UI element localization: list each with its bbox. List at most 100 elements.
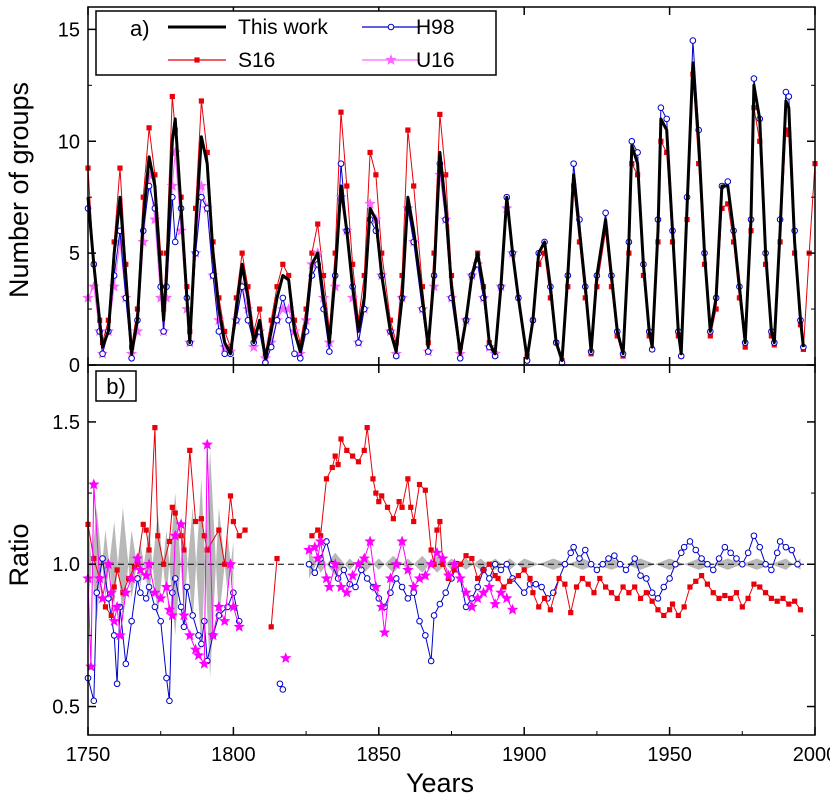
data-point: [198, 657, 210, 669]
data-point: [219, 341, 231, 352]
data-point: [710, 590, 716, 596]
data-point: [140, 521, 146, 527]
data-point: [492, 573, 498, 579]
data-point: [201, 438, 213, 450]
data-point: [782, 543, 790, 551]
data-point: [169, 93, 175, 100]
data-point: [451, 567, 458, 573]
panel-b-chart: 0.5 1.0 1.5 1750 1800 1850 1900 1950 2000 b): [52, 364, 830, 766]
data-point: [675, 612, 681, 619]
data-point: [762, 590, 769, 596]
data-point: [184, 629, 196, 641]
data-point: [680, 543, 688, 551]
data-point: [437, 518, 443, 525]
ratio-series-u16: [82, 438, 519, 672]
data-point: [480, 567, 487, 573]
data-point: [265, 336, 277, 348]
data-point: [507, 578, 513, 584]
legend-item-h98: H98: [362, 16, 455, 39]
data-point: [643, 575, 650, 582]
data-point: [489, 598, 501, 609]
data-point: [722, 592, 728, 599]
data-point: [681, 604, 687, 610]
data-point: [245, 284, 251, 290]
data-point: [180, 623, 188, 631]
data-point: [280, 652, 292, 663]
data-point: [117, 165, 123, 171]
data-point: [501, 584, 507, 590]
data-point: [503, 560, 511, 568]
data-point: [367, 149, 373, 156]
legend: a) This work H98 S16 U16: [95, 10, 497, 76]
data-point: [332, 453, 338, 459]
data-point: [222, 561, 228, 567]
data-point: [221, 350, 228, 358]
data-point: [157, 617, 164, 625]
series-line: [311, 427, 801, 616]
data-point: [530, 590, 536, 596]
data-point: [768, 566, 775, 574]
data-point: [315, 221, 321, 227]
data-point: [166, 697, 173, 705]
data-point: [216, 527, 222, 533]
data-point: [230, 589, 237, 596]
data-point: [146, 125, 152, 131]
data-point: [305, 560, 313, 568]
data-point: [427, 657, 435, 665]
data-point: [660, 583, 668, 591]
data-point: [501, 592, 513, 604]
data-point: [532, 580, 540, 588]
data-point: [160, 581, 173, 592]
data-point: [171, 238, 179, 246]
data-point: [585, 581, 591, 587]
data-point: [445, 575, 452, 582]
data-point: [750, 75, 758, 82]
data-point: [166, 538, 173, 545]
data-point: [373, 172, 379, 178]
legend-marker: [194, 57, 200, 63]
legend-marker: [387, 23, 395, 31]
data-point: [605, 555, 612, 562]
data-point: [364, 197, 376, 209]
data-point: [486, 575, 493, 582]
data-point: [111, 584, 117, 590]
data-point: [315, 527, 321, 533]
data-point: [338, 436, 344, 442]
panel-b-label-box: [95, 370, 137, 402]
data-point: [440, 561, 446, 567]
data-point: [750, 532, 758, 540]
data-point: [376, 600, 388, 612]
data-point: [352, 583, 359, 591]
data-point: [655, 607, 661, 613]
data-point: [285, 316, 292, 324]
panel-b-ylabel: Ratio: [4, 523, 34, 586]
data-point: [390, 558, 402, 570]
data-point: [175, 518, 187, 530]
data-point: [687, 584, 693, 590]
data-point: [744, 549, 752, 557]
data-point: [632, 584, 638, 590]
data-point: [442, 589, 449, 596]
data-point: [350, 453, 356, 459]
data-point: [692, 546, 700, 554]
data-point: [373, 490, 379, 496]
data-point: [142, 595, 150, 602]
data-point: [149, 213, 161, 225]
data-point: [727, 549, 734, 557]
data-point: [96, 592, 109, 604]
data-point: [134, 575, 141, 582]
data-point: [233, 620, 245, 632]
data-point: [527, 575, 533, 582]
data-point: [477, 586, 490, 598]
data-point: [105, 586, 117, 598]
data-point: [329, 558, 341, 570]
data-point: [724, 178, 732, 185]
data-point: [192, 649, 205, 661]
data-point: [587, 560, 595, 568]
data-point: [338, 109, 344, 115]
data-point: [396, 499, 402, 505]
data-point: [201, 617, 208, 625]
series-line: [270, 558, 278, 627]
data-point: [593, 566, 601, 574]
data-point: [177, 603, 185, 611]
